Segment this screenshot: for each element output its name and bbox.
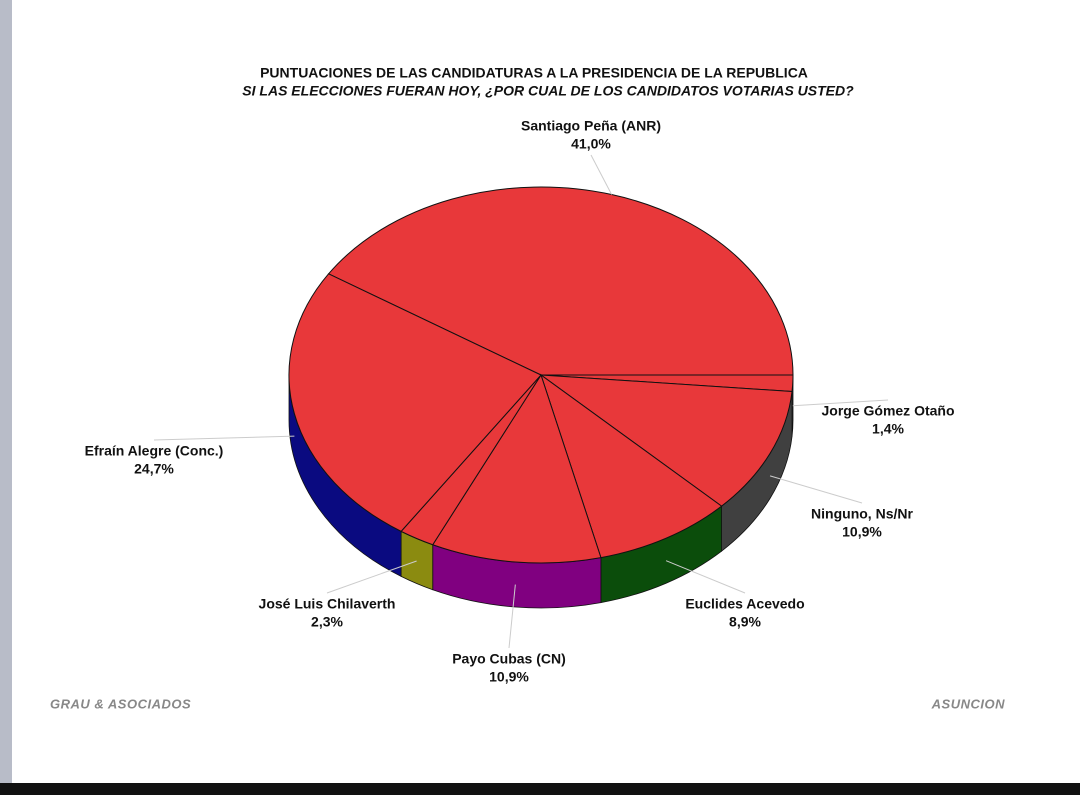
pie-slice — [327, 186, 794, 376]
slice-label: Euclides Acevedo — [685, 596, 804, 612]
leader-line — [590, 154, 613, 195]
pie-slice — [431, 373, 602, 564]
chart-title: PUNTUACIONES DE LAS CANDIDATURAS A LA PR… — [260, 65, 808, 81]
slice-label: Efraín Alegre (Conc.) — [85, 443, 224, 459]
value-label: 10,9% — [842, 524, 882, 540]
footer-right: ASUNCION — [931, 696, 1005, 711]
value-label: 2,3% — [311, 614, 343, 630]
footer-left: GRAU & ASOCIADOS — [50, 696, 191, 711]
pie-slice — [288, 273, 542, 532]
slice-label: Santiago Peña (ANR) — [521, 118, 661, 134]
side-bar — [0, 0, 12, 795]
leader-line — [792, 399, 889, 407]
value-label: 41,0% — [571, 136, 611, 152]
leader-line — [153, 435, 295, 441]
bottom-bar — [0, 783, 1080, 795]
value-label: 8,9% — [729, 614, 761, 630]
slice-label: Payo Cubas (CN) — [452, 651, 566, 667]
slice-label: Ninguno, Ns/Nr — [811, 506, 913, 522]
leader-line — [508, 584, 516, 649]
leader-line — [769, 475, 863, 504]
value-label: 1,4% — [872, 421, 904, 437]
leader-line — [326, 560, 417, 594]
value-label: 10,9% — [489, 669, 529, 685]
value-label: 24,7% — [134, 461, 174, 477]
chart-subtitle: SI LAS ELECCIONES FUERAN HOY, ¿POR CUAL … — [242, 83, 854, 99]
slice-label: José Luis Chilaverth — [259, 596, 396, 612]
slice-label: Jorge Gómez Otaño — [821, 403, 954, 419]
pie-slice — [539, 374, 793, 507]
leader-line — [665, 560, 746, 594]
